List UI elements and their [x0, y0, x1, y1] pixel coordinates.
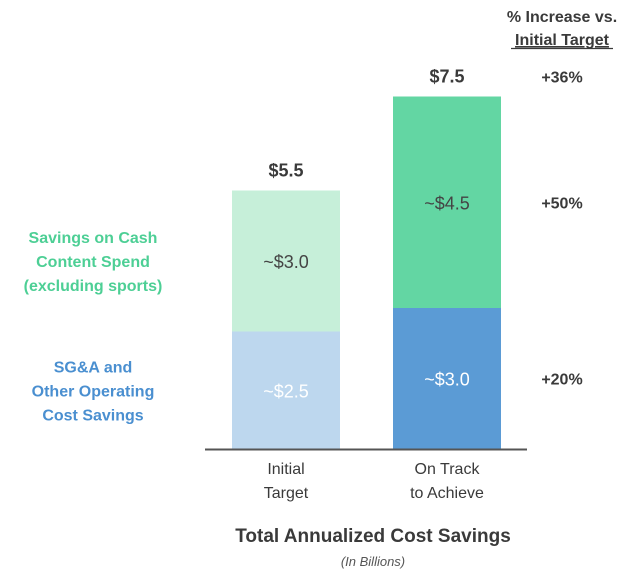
series-label: SG&A and: [54, 359, 133, 376]
chart-title: Total Annualized Cost Savings: [235, 526, 511, 547]
bar-segment: [232, 190, 340, 332]
bar-total-label: $5.5: [268, 161, 303, 181]
increase-value: +20%: [541, 372, 582, 389]
segment-value-label: ~$2.5: [263, 381, 309, 401]
x-tick-label: Target: [264, 485, 309, 502]
series-label: Savings on Cash: [29, 230, 158, 247]
series-label: Other Operating: [32, 383, 155, 400]
x-tick-label: On Track: [415, 461, 481, 478]
series-label: (excluding sports): [24, 278, 163, 295]
series-label: Cost Savings: [42, 407, 143, 424]
bar-segment: [232, 331, 340, 449]
segment-value-label: ~$4.5: [424, 193, 470, 213]
increase-header-line2: Initial Target: [515, 32, 610, 49]
increase-header-line1: % Increase vs.: [507, 9, 617, 26]
chart-subtitle: (In Billions): [341, 554, 405, 569]
bar-total-label: $7.5: [429, 67, 464, 87]
series-label: Content Spend: [36, 254, 150, 271]
increase-value: +50%: [541, 195, 582, 212]
x-tick-label: Initial: [267, 461, 304, 478]
bar-segment: [393, 96, 501, 308]
x-tick-label: to Achieve: [410, 485, 484, 502]
increase-value: +36%: [541, 70, 582, 87]
bar-segment: [393, 308, 501, 449]
segment-value-label: ~$3.0: [263, 252, 309, 272]
segment-value-label: ~$3.0: [424, 370, 470, 390]
